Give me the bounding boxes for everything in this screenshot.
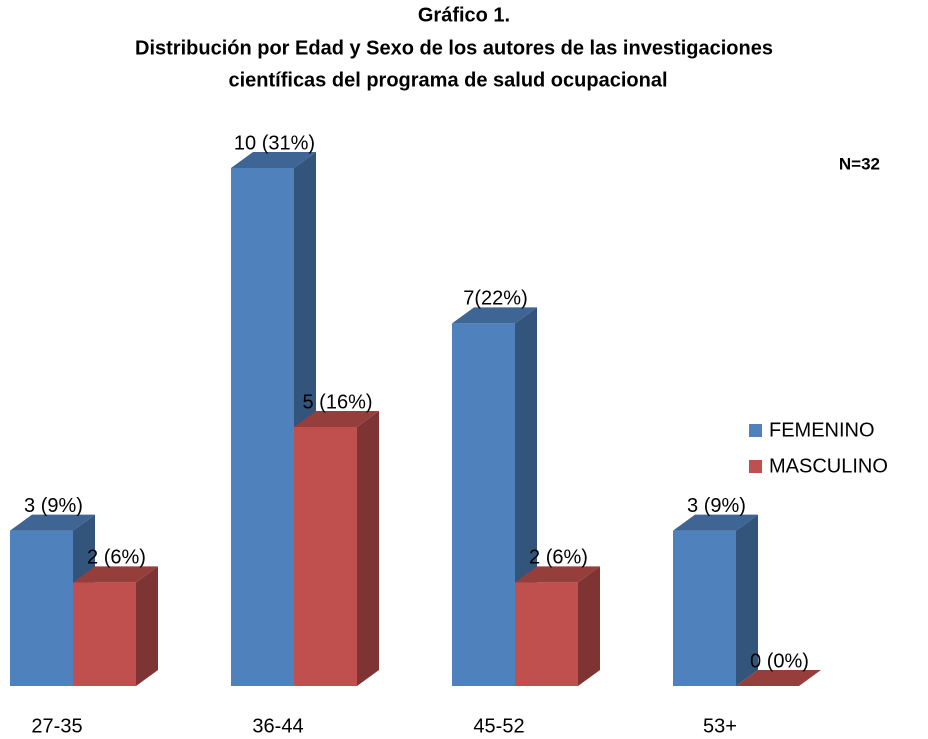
chart-title: científicas del programa de salud ocupac… (228, 69, 667, 91)
bar-top (673, 514, 758, 531)
bar (673, 530, 736, 686)
x-tick-label: 36-44 (252, 715, 303, 737)
bar-top (10, 514, 95, 531)
bar-top (231, 152, 316, 168)
x-tick-label: 27-35 (31, 715, 82, 737)
bar-top (515, 566, 600, 583)
chart-title: Distribución por Edad y Sexo de los auto… (135, 37, 773, 59)
bar-top (73, 566, 158, 583)
data-label: 5 (16%) (302, 391, 372, 413)
data-label: 2 (6%) (529, 547, 588, 569)
bar-side (357, 411, 379, 686)
bar (294, 427, 357, 686)
data-label: 3 (9%) (24, 495, 83, 517)
bar (515, 582, 578, 686)
bar (73, 582, 136, 686)
data-label: 7(22%) (463, 288, 527, 310)
bar-top (736, 670, 821, 686)
x-tick-label: 45-52 (473, 715, 524, 737)
bar-side (136, 566, 158, 686)
bar-side (736, 514, 758, 686)
annotation: N=32 (839, 154, 880, 173)
bar (10, 530, 73, 686)
data-label: 0 (0%) (750, 650, 809, 672)
legend-label: FEMENINO (769, 419, 875, 441)
bar (231, 168, 294, 686)
legend-swatch (749, 460, 762, 473)
data-label: 3 (9%) (687, 495, 746, 517)
data-label: 10 (31%) (234, 132, 315, 154)
bar-side (578, 566, 600, 686)
legend-swatch (749, 424, 762, 437)
data-label: 2 (6%) (87, 547, 146, 569)
bar (452, 323, 515, 686)
x-tick-label: 53+ (703, 715, 737, 737)
bar-top (452, 307, 537, 324)
chart-title: Gráfico 1. (418, 4, 510, 26)
bar-top (294, 411, 379, 427)
legend-label: MASCULINO (769, 455, 888, 477)
